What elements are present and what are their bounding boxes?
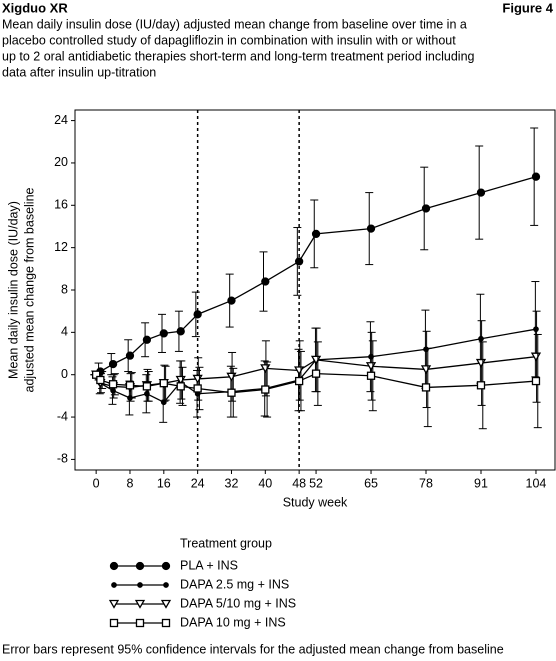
legend-marker bbox=[109, 561, 119, 571]
x-tick-label: 48 bbox=[292, 476, 306, 490]
legend-marker bbox=[134, 599, 146, 609]
legend-marker bbox=[163, 582, 169, 588]
legend-marker bbox=[135, 561, 145, 571]
y-axis-label: adjusted mean change from baseline bbox=[22, 187, 36, 392]
x-tick-label: 0 bbox=[93, 476, 100, 490]
x-tick-label: 52 bbox=[309, 476, 323, 490]
point bbox=[261, 277, 270, 286]
legend-label: DAPA 10 mg + INS bbox=[180, 615, 286, 629]
point bbox=[227, 388, 236, 397]
legend-marker bbox=[108, 599, 120, 609]
footnote: Error bars represent 95% confidence inte… bbox=[2, 642, 504, 656]
y-tick-label: 12 bbox=[54, 240, 68, 254]
point bbox=[142, 382, 152, 391]
point bbox=[476, 188, 486, 197]
point bbox=[125, 381, 135, 390]
x-tick-label: 32 bbox=[225, 476, 239, 490]
point bbox=[159, 379, 168, 388]
legend-title: Treatment group bbox=[180, 536, 272, 550]
chart-title: Mean daily insulin dose (IU/day) adjuste… bbox=[2, 17, 467, 31]
x-tick-label: 16 bbox=[157, 476, 171, 490]
series-line bbox=[95, 176, 537, 376]
point bbox=[531, 172, 541, 181]
legend-marker bbox=[109, 618, 119, 628]
header-left: Xigduo XR bbox=[2, 0, 68, 15]
point bbox=[294, 257, 304, 266]
point bbox=[294, 376, 304, 386]
y-tick-label: -8 bbox=[57, 452, 68, 466]
y-axis-label: Mean daily insulin dose (IU/day) bbox=[6, 201, 20, 379]
x-tick-label: 104 bbox=[526, 476, 547, 490]
point bbox=[193, 310, 202, 319]
legend-label: PLA + INS bbox=[180, 558, 238, 572]
point bbox=[311, 369, 321, 378]
point bbox=[531, 376, 541, 386]
y-tick-label: 24 bbox=[54, 113, 68, 127]
point bbox=[159, 329, 168, 338]
x-tick-label: 8 bbox=[127, 476, 134, 490]
x-tick-label: 40 bbox=[258, 476, 272, 490]
chart-title: data after insulin up-titration bbox=[2, 65, 156, 79]
y-tick-label: 0 bbox=[61, 367, 68, 381]
point bbox=[366, 224, 376, 233]
legend-marker bbox=[161, 618, 171, 628]
point bbox=[366, 371, 376, 380]
point bbox=[311, 229, 321, 239]
y-tick-label: 16 bbox=[54, 198, 68, 212]
point bbox=[421, 383, 431, 392]
point bbox=[227, 296, 236, 305]
point bbox=[176, 327, 185, 336]
point bbox=[478, 335, 484, 342]
point bbox=[261, 385, 270, 394]
x-tick-label: 65 bbox=[364, 476, 378, 490]
chart-title: up to 2 oral antidiabetic therapies shor… bbox=[2, 49, 475, 63]
x-tick-label: 24 bbox=[191, 476, 205, 490]
chart-title: placebo controlled study of dapagliflozi… bbox=[2, 33, 456, 47]
point bbox=[91, 370, 101, 379]
legend-marker bbox=[161, 561, 171, 571]
point bbox=[421, 204, 431, 213]
legend-marker bbox=[160, 599, 172, 609]
y-tick-label: 20 bbox=[54, 155, 68, 169]
point bbox=[476, 381, 486, 390]
point bbox=[108, 380, 118, 389]
legend-label: DAPA 2.5 mg + INS bbox=[180, 577, 289, 591]
legend-marker bbox=[137, 582, 143, 588]
point bbox=[125, 351, 135, 360]
x-axis-label: Study week bbox=[283, 495, 348, 509]
legend-marker bbox=[135, 618, 145, 628]
series-line bbox=[95, 372, 537, 394]
y-tick-label: 8 bbox=[61, 282, 68, 296]
point bbox=[193, 384, 202, 393]
point bbox=[142, 335, 152, 344]
y-tick-label: 4 bbox=[61, 325, 68, 339]
y-tick-label: -4 bbox=[57, 409, 68, 423]
series-line bbox=[95, 356, 537, 389]
series-line bbox=[95, 328, 537, 404]
point bbox=[96, 375, 105, 385]
point bbox=[533, 326, 539, 333]
point bbox=[108, 359, 118, 369]
legend-marker bbox=[111, 582, 117, 588]
x-tick-label: 91 bbox=[474, 476, 488, 490]
header-right: Figure 4 bbox=[502, 0, 553, 15]
point bbox=[176, 382, 185, 391]
legend-label: DAPA 5/10 mg + INS bbox=[180, 596, 296, 610]
x-tick-label: 78 bbox=[419, 476, 433, 490]
